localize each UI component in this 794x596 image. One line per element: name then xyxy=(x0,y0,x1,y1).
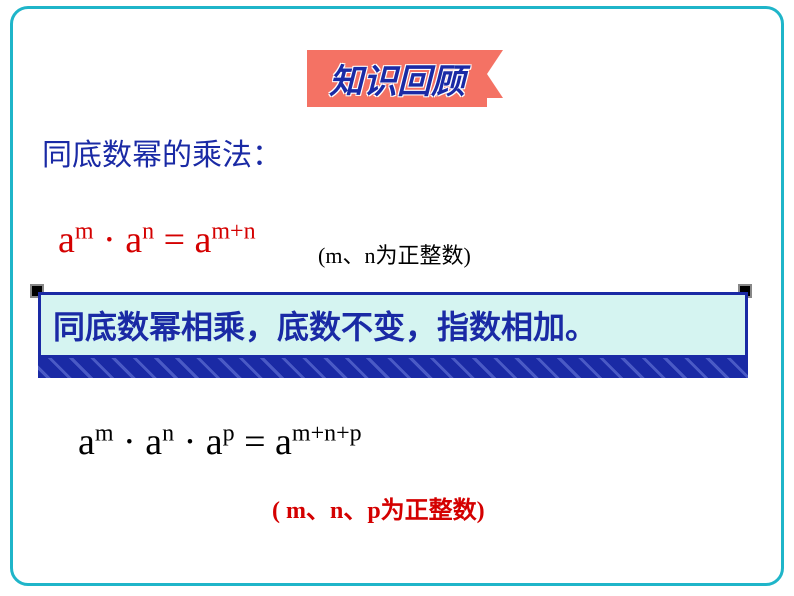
highlight-text: 同底数幂相乘，底数不变，指数相加。 xyxy=(53,302,597,348)
f1-base2: a xyxy=(125,219,142,261)
f1-exp1: m xyxy=(75,218,94,244)
title-text: 知识回顾 xyxy=(329,64,465,101)
f2-e2: n xyxy=(162,420,174,446)
formula-2: am · an · ap = am+n+p xyxy=(78,420,362,464)
f1-eq: = xyxy=(154,219,194,261)
title-banner: 知识回顾 xyxy=(307,50,487,107)
f2-rb: a xyxy=(275,421,292,463)
f1-base1: a xyxy=(58,219,75,261)
hatch-bar xyxy=(38,358,748,378)
note-2: ( m、n、p为正整数) xyxy=(272,490,485,525)
highlight-box: 同底数幂相乘，底数不变，指数相加。 xyxy=(38,292,748,358)
f2-re: m+n+p xyxy=(292,420,362,446)
f1-rbase: a xyxy=(195,219,212,261)
f2-b2: a xyxy=(145,421,162,463)
f1-rexp: m+n xyxy=(211,218,255,244)
formula-1: am · an = am+n xyxy=(58,218,256,262)
f2-dot2: · xyxy=(174,421,206,463)
f2-e3: p xyxy=(223,420,235,446)
subtitle: 同底数幂的乘法： xyxy=(42,130,282,174)
f1-dot1: · xyxy=(94,219,126,261)
f2-eq: = xyxy=(235,421,275,463)
f2-e1: m xyxy=(95,420,114,446)
f2-b3: a xyxy=(206,421,223,463)
f2-dot1: · xyxy=(114,421,146,463)
f1-exp2: n xyxy=(142,218,154,244)
note-1: (m、n为正整数) xyxy=(318,238,471,270)
f2-b1: a xyxy=(78,421,95,463)
